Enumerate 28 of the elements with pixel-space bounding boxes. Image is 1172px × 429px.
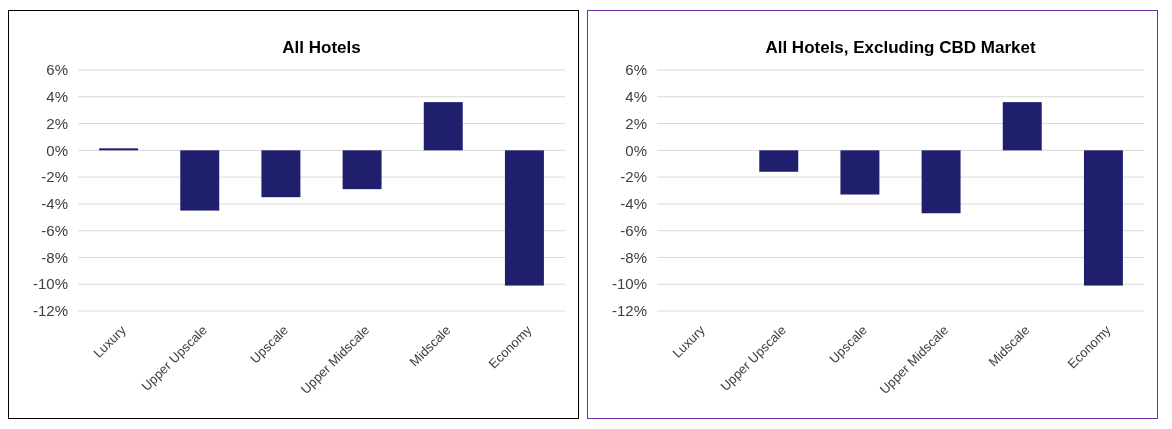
y-tick-label: 4% [46,88,68,106]
y-tick-label: 4% [625,88,647,106]
bar [423,102,463,151]
y-tick-label: 2% [46,114,68,132]
y-tick-label: 0% [625,141,647,159]
chart-title: All Hotels, Excluding CBD Market [765,38,1036,57]
y-tick-label: -8% [620,248,647,266]
y-tick-label: -2% [620,168,647,186]
bar [342,150,382,190]
bar [504,150,544,286]
bar [99,148,139,151]
chart-title: All Hotels [282,38,361,57]
y-tick-label: -12% [611,302,647,320]
y-tick-label: -6% [620,221,647,239]
y-tick-label: -4% [620,195,647,213]
y-tick-label: -6% [41,221,68,239]
y-tick-label: -10% [32,275,68,293]
y-tick-label: -10% [611,275,647,293]
y-tick-label: -8% [41,248,68,266]
y-tick-label: 6% [625,61,647,79]
y-tick-label: 0% [46,141,68,159]
y-tick-label: -2% [41,168,68,186]
y-tick-label: -4% [41,195,68,213]
y-tick-label: 6% [46,61,68,79]
y-tick-label: 2% [625,114,647,132]
bar [180,150,220,211]
y-tick-label: -12% [32,302,68,320]
bar [261,150,301,198]
